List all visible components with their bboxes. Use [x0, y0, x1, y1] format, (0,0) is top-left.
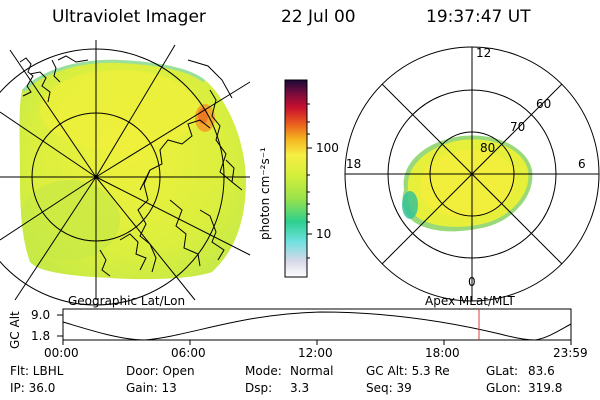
app-title: Ultraviolet Imager [52, 7, 206, 27]
geographic-map [0, 40, 251, 306]
mlt-label-12: 12 [476, 46, 492, 60]
seq-status: Seq: 39 [366, 381, 412, 395]
date-label: 22 Jul 00 [281, 7, 356, 27]
mode-label: Mode: [245, 364, 282, 378]
lat-label-80: 80 [480, 141, 496, 155]
time-label: 19:37:47 UT [426, 7, 531, 27]
magnetic-polar-plot [344, 46, 600, 302]
geographic-caption: Geographic Lat/Lon [68, 294, 186, 308]
gc-alt-status: GC Alt: 5.3 Re [366, 364, 450, 378]
intensity-colorbar [284, 79, 312, 278]
colorbar-unit-label: photon cm⁻²s⁻¹ [258, 147, 272, 240]
timeline-tick-2359: 23:59 [553, 346, 588, 360]
lat-label-70: 70 [510, 120, 526, 134]
orbit-altitude-timeline [57, 308, 572, 345]
glat-value: 83.6 [528, 364, 555, 378]
filter-status: Flt: LBHL [10, 364, 64, 378]
magnetic-caption: Apex MLat/MLT [425, 294, 515, 308]
lat-label-60: 60 [536, 97, 552, 111]
mlt-label-0: 0 [468, 275, 476, 289]
dsp-value: 3.3 [290, 381, 310, 395]
timeline-tick-1800: 18:00 [425, 346, 460, 360]
door-status: Door: Open [126, 364, 195, 378]
dsp-label: Dsp: [245, 381, 273, 395]
glon-value: 319.8 [528, 381, 563, 395]
ip-status: IP: 36.0 [10, 381, 56, 395]
colorbar-tick-10: 10 [316, 227, 332, 241]
glat-label: GLat: [486, 364, 519, 378]
mode-value: Normal [290, 364, 334, 378]
colorbar-tick-100: 100 [316, 141, 339, 155]
timeline-y-top: 9.0 [31, 308, 51, 322]
timeline-y-bottom: 1.8 [31, 329, 51, 343]
mlt-label-6: 6 [578, 157, 586, 171]
timeline-tick-1200: 12:00 [298, 346, 333, 360]
mlt-label-18: 18 [346, 157, 362, 171]
timeline-tick-0000: 00:00 [44, 346, 79, 360]
gain-status: Gain: 13 [126, 381, 177, 395]
glon-label: GLon: [486, 381, 521, 395]
timeline-y-label: GC Alt [8, 311, 22, 349]
timeline-tick-0600: 06:00 [171, 346, 206, 360]
